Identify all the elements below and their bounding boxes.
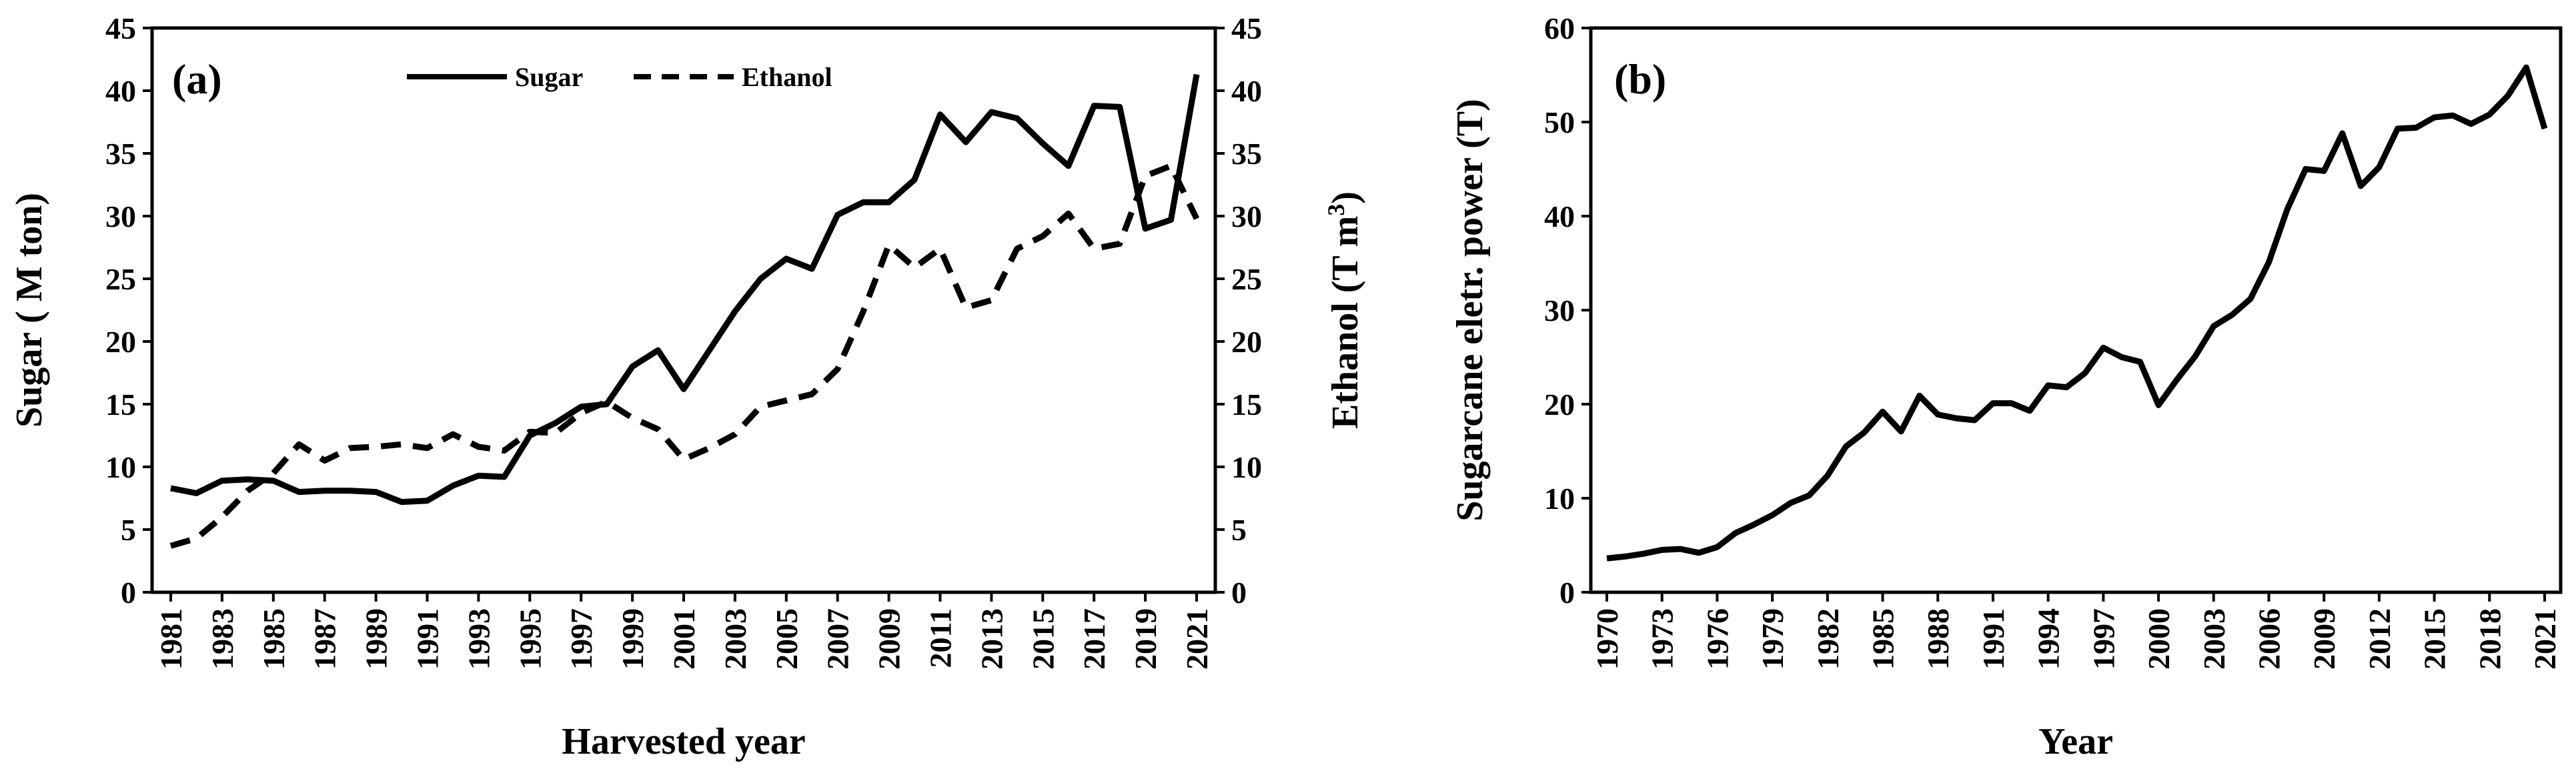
y-tick-label: 10 (105, 450, 136, 484)
x-tick-label: 1994 (2032, 608, 2066, 670)
y2-tick-label: 5 (1231, 513, 1247, 547)
panel-b-y-axis-title: Sugarcane eletr. power (T) (1449, 99, 1491, 522)
x-tick-label: 2001 (667, 608, 701, 670)
x-tick-label: 1988 (1921, 608, 1955, 670)
y2-title-superscript: 3 (1323, 204, 1349, 216)
y-tick-label: 40 (1544, 199, 1575, 233)
x-tick-label: 1997 (564, 608, 598, 670)
y-tick-label: 30 (1544, 293, 1575, 327)
x-tick-label: 2007 (821, 608, 855, 670)
y-tick-label: 5 (121, 513, 136, 547)
y2-tick-label: 10 (1231, 450, 1262, 484)
series-line-sugar (170, 73, 1200, 506)
y-tick-label: 30 (105, 199, 136, 233)
y2-tick-label: 45 (1231, 11, 1262, 45)
legend-ethanol-label: Ethanol (742, 62, 832, 92)
x-tick-label: 2005 (770, 608, 804, 670)
panel-b-x-axis-title: Year (2038, 721, 2113, 762)
x-tick-label: 2015 (2418, 608, 2452, 670)
panel-a-chart: 0 5 10 15 20 25 30 35 40 45 0 5 10 15 20 25 30 35 40 45 1981… (9, 11, 1366, 762)
x-tick-label: 1983 (205, 608, 239, 670)
panel-a-y2-axis-title: Ethanol (T m3) (1323, 191, 1366, 429)
x-tick-label: 1973 (1646, 608, 1680, 670)
y-tick-label: 50 (1544, 105, 1575, 139)
x-tick-label: 1979 (1756, 608, 1790, 670)
y-tick-label: 15 (105, 387, 136, 422)
x-tick-label: 1982 (1811, 608, 1845, 670)
x-tick-label: 2011 (924, 608, 958, 668)
x-tick-label: 2018 (2473, 608, 2507, 670)
panel-b-series-group (1606, 64, 2548, 562)
x-tick-label: 2019 (1129, 608, 1163, 670)
x-tick-label: 2013 (975, 608, 1009, 670)
x-tick-label: 2006 (2252, 608, 2286, 670)
x-tick-label: 1987 (308, 608, 342, 670)
y-tick-label: 0 (1559, 576, 1575, 610)
y-tick-label: 10 (1544, 482, 1575, 516)
x-tick-label: 1999 (616, 608, 650, 670)
x-tick-label: 1989 (360, 608, 394, 670)
y-tick-label: 0 (121, 576, 136, 610)
y2-tick-label: 40 (1231, 74, 1262, 108)
x-tick-label: 2021 (2528, 608, 2562, 670)
y2-tick-label: 20 (1231, 325, 1262, 359)
x-tick-label: 2003 (718, 608, 752, 670)
y-tick-label: 40 (105, 74, 136, 108)
series-line-main (1606, 64, 2548, 562)
x-tick-label: 1991 (1976, 608, 2010, 670)
x-tick-label: 1993 (462, 608, 496, 670)
panel-b-label: (b) (1614, 55, 1666, 103)
x-tick-label: 1997 (2086, 608, 2120, 670)
y2-tick-label: 35 (1231, 137, 1262, 171)
panel-a-ticks-group: 0 5 10 15 20 25 30 35 40 45 0 5 10 15 20 25 30 35 40 45 1981… (105, 11, 1262, 670)
panel-b-plot-frame (1589, 26, 2563, 594)
panel-b-ticks-group: 0 10 20 30 40 50 60 1970 1973 1976 1979 1982 1985 198… (1544, 11, 2562, 670)
x-tick-label: 1995 (513, 608, 547, 670)
x-tick-label: 1981 (154, 608, 188, 670)
x-tick-label: 2003 (2197, 608, 2231, 670)
y-tick-label: 25 (105, 262, 136, 296)
y2-tick-label: 0 (1231, 576, 1247, 610)
y-tick-label: 45 (105, 11, 136, 45)
y-tick-label: 60 (1544, 11, 1575, 45)
panel-a-y-axis-title: Sugar ( M ton) (9, 193, 50, 428)
y-tick-label: 20 (105, 325, 136, 359)
x-tick-label: 2009 (872, 608, 906, 670)
y-tick-label: 35 (105, 137, 136, 171)
y-tick-label: 20 (1544, 387, 1575, 422)
x-tick-label: 1985 (1866, 608, 1900, 670)
y2-tick-label: 25 (1231, 262, 1262, 296)
legend-sugar-label: Sugar (515, 62, 583, 92)
panel-a-x-axis-title: Harvested year (562, 721, 805, 762)
x-tick-label: 2012 (2363, 608, 2397, 670)
x-tick-label: 2000 (2142, 608, 2176, 670)
x-tick-label: 2009 (2307, 608, 2341, 670)
x-tick-label: 2017 (1077, 608, 1111, 670)
x-tick-label: 1970 (1590, 608, 1624, 670)
x-tick-label: 1985 (257, 608, 291, 670)
x-tick-label: 1976 (1700, 608, 1734, 670)
x-tick-label: 2015 (1026, 608, 1060, 670)
panel-a-series-group (169, 73, 1200, 549)
panel-a-legend: Sugar Ethanol (407, 62, 832, 92)
x-tick-label: 1991 (411, 608, 445, 670)
y2-tick-label: 30 (1231, 199, 1262, 233)
y2-title-main: Ethanol (T m (1325, 216, 1366, 429)
panel-b-chart: 0 10 20 30 40 50 60 1970 1973 1976 1979 1982 1985 198… (1449, 11, 2563, 762)
y2-tick-label: 15 (1231, 387, 1262, 422)
x-tick-label: 2021 (1180, 608, 1214, 670)
panel-a-plot-frame (150, 26, 1217, 594)
panel-a-label: (a) (172, 55, 222, 103)
y2-title-close: ) (1325, 191, 1366, 204)
